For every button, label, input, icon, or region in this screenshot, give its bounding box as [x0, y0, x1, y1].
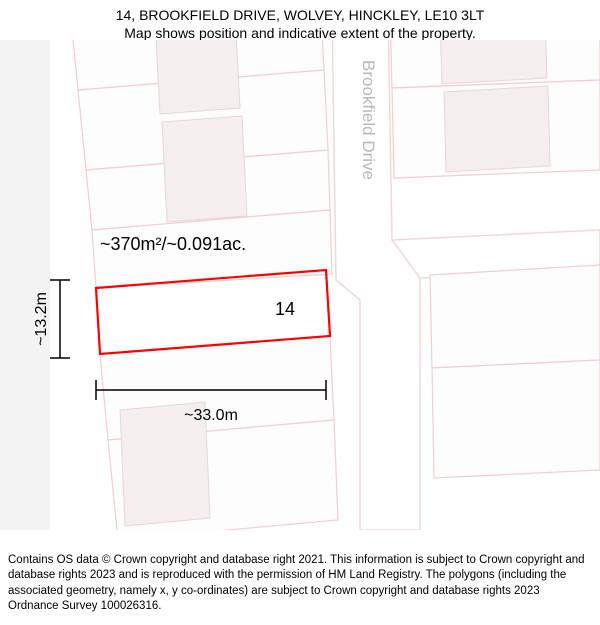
width-label: ~33.0m: [184, 407, 238, 424]
page-title: 14, BROOKFIELD DRIVE, WOLVEY, HINCKLEY, …: [0, 6, 600, 24]
height-label: ~13.2m: [33, 292, 50, 346]
house-number: 14: [275, 299, 295, 319]
footer-text: Contains OS data © Crown copyright and d…: [8, 554, 585, 613]
map-canvas: Brookfield Drive ~370m²/~0.091ac. 14 ~33.0m…: [0, 40, 600, 530]
copyright-footer: Contains OS data © Crown copyright and d…: [0, 547, 600, 625]
header: 14, BROOKFIELD DRIVE, WOLVEY, HINCKLEY, …: [0, 0, 600, 42]
street-label: Brookfield Drive: [359, 60, 378, 180]
area-label: ~370m²/~0.091ac.: [100, 234, 246, 254]
